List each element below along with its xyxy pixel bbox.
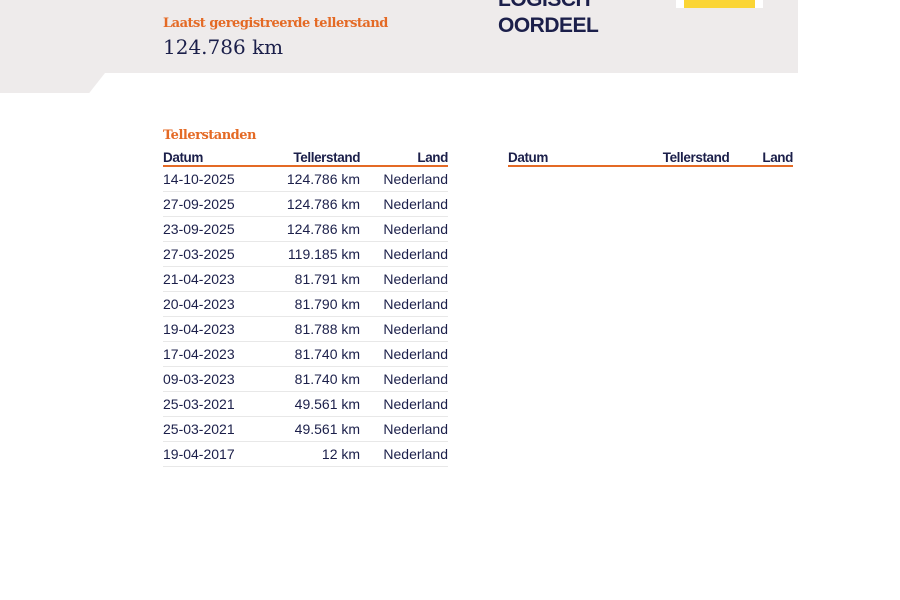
cell-country: Nederland: [360, 291, 448, 317]
cell-reading: 81.788 km: [260, 316, 361, 342]
table-row: 21-04-2023 81.791 km Nederland: [163, 266, 448, 292]
cell-country: Nederland: [360, 416, 448, 442]
cell-date: 09-03-2023: [163, 366, 261, 392]
verdict-line2: OORDEEL: [498, 14, 599, 37]
cell-reading: 81.740 km: [260, 366, 361, 392]
cell-reading: 81.790 km: [260, 291, 361, 317]
cell-date: 21-04-2023: [163, 266, 261, 292]
cell-reading: 12 km: [260, 441, 361, 467]
col-date: Datum: [163, 150, 261, 167]
cell-country: Nederland: [360, 266, 448, 292]
table-row: 19-04-2017 12 km Nederland: [163, 441, 448, 467]
col-date: Datum: [508, 150, 592, 167]
col-reading: Tellerstand: [591, 150, 730, 167]
cell-country: Nederland: [360, 191, 448, 217]
verdict: LOGISCH OORDEEL: [498, 0, 599, 39]
table-row: 17-04-2023 81.740 km Nederland: [163, 341, 448, 367]
table-row: 25-03-2021 49.561 km Nederland: [163, 416, 448, 442]
col-country: Land: [360, 150, 448, 167]
cell-country: Nederland: [360, 166, 448, 192]
cell-country: Nederland: [360, 441, 448, 467]
readings-table-2: Datum Tellerstand Land: [508, 150, 793, 167]
table-row: 27-03-2025 119.185 km Nederland: [163, 241, 448, 267]
cell-country: Nederland: [360, 316, 448, 342]
verdict-badge: [676, 0, 763, 8]
col-reading: Tellerstand: [260, 150, 360, 167]
cell-reading: 49.561 km: [260, 416, 361, 442]
cell-reading: 124.786 km: [260, 191, 361, 217]
cell-date: 27-03-2025: [163, 241, 261, 267]
table-row: 14-10-2025 124.786 km Nederland: [163, 166, 448, 192]
cell-reading: 49.561 km: [260, 391, 361, 417]
header-band: [0, 0, 798, 73]
table-row: 20-04-2023 81.790 km Nederland: [163, 291, 448, 317]
verdict-line1: LOGISCH: [498, 0, 598, 13]
cell-country: Nederland: [360, 366, 448, 392]
cell-reading: 124.786 km: [260, 216, 361, 242]
cell-date: 14-10-2025: [163, 166, 261, 192]
cell-country: Nederland: [360, 241, 448, 267]
cell-date: 17-04-2023: [163, 341, 261, 367]
cell-reading: 124.786 km: [260, 166, 361, 192]
table-row: 25-03-2021 49.561 km Nederland: [163, 391, 448, 417]
cell-date: 27-09-2025: [163, 191, 261, 217]
cell-date: 25-03-2021: [163, 416, 261, 442]
cell-country: Nederland: [360, 216, 448, 242]
table-row: 09-03-2023 81.740 km Nederland: [163, 366, 448, 392]
col-country: Land: [729, 150, 793, 167]
cell-date: 19-04-2017: [163, 441, 261, 467]
cell-reading: 81.740 km: [260, 341, 361, 367]
readings-title: Tellerstanden: [163, 128, 256, 143]
cell-reading: 119.185 km: [260, 241, 361, 267]
last-reading-value: 124.786 km: [163, 35, 284, 59]
cell-date: 25-03-2021: [163, 391, 261, 417]
readings-table: Datum Tellerstand Land 14-10-2025 124.786…: [163, 150, 448, 467]
cell-country: Nederland: [360, 341, 448, 367]
table-row: 27-09-2025 124.786 km Nederland: [163, 191, 448, 217]
last-reading-label: Laatst geregistreerde tellerstand: [163, 16, 388, 31]
table-row: 23-09-2025 124.786 km Nederland: [163, 216, 448, 242]
header-slant: [0, 73, 105, 93]
cell-date: 19-04-2023: [163, 316, 261, 342]
cell-date: 23-09-2025: [163, 216, 261, 242]
table-row: 19-04-2023 81.788 km Nederland: [163, 316, 448, 342]
cell-country: Nederland: [360, 391, 448, 417]
cell-reading: 81.791 km: [260, 266, 361, 292]
cell-date: 20-04-2023: [163, 291, 261, 317]
